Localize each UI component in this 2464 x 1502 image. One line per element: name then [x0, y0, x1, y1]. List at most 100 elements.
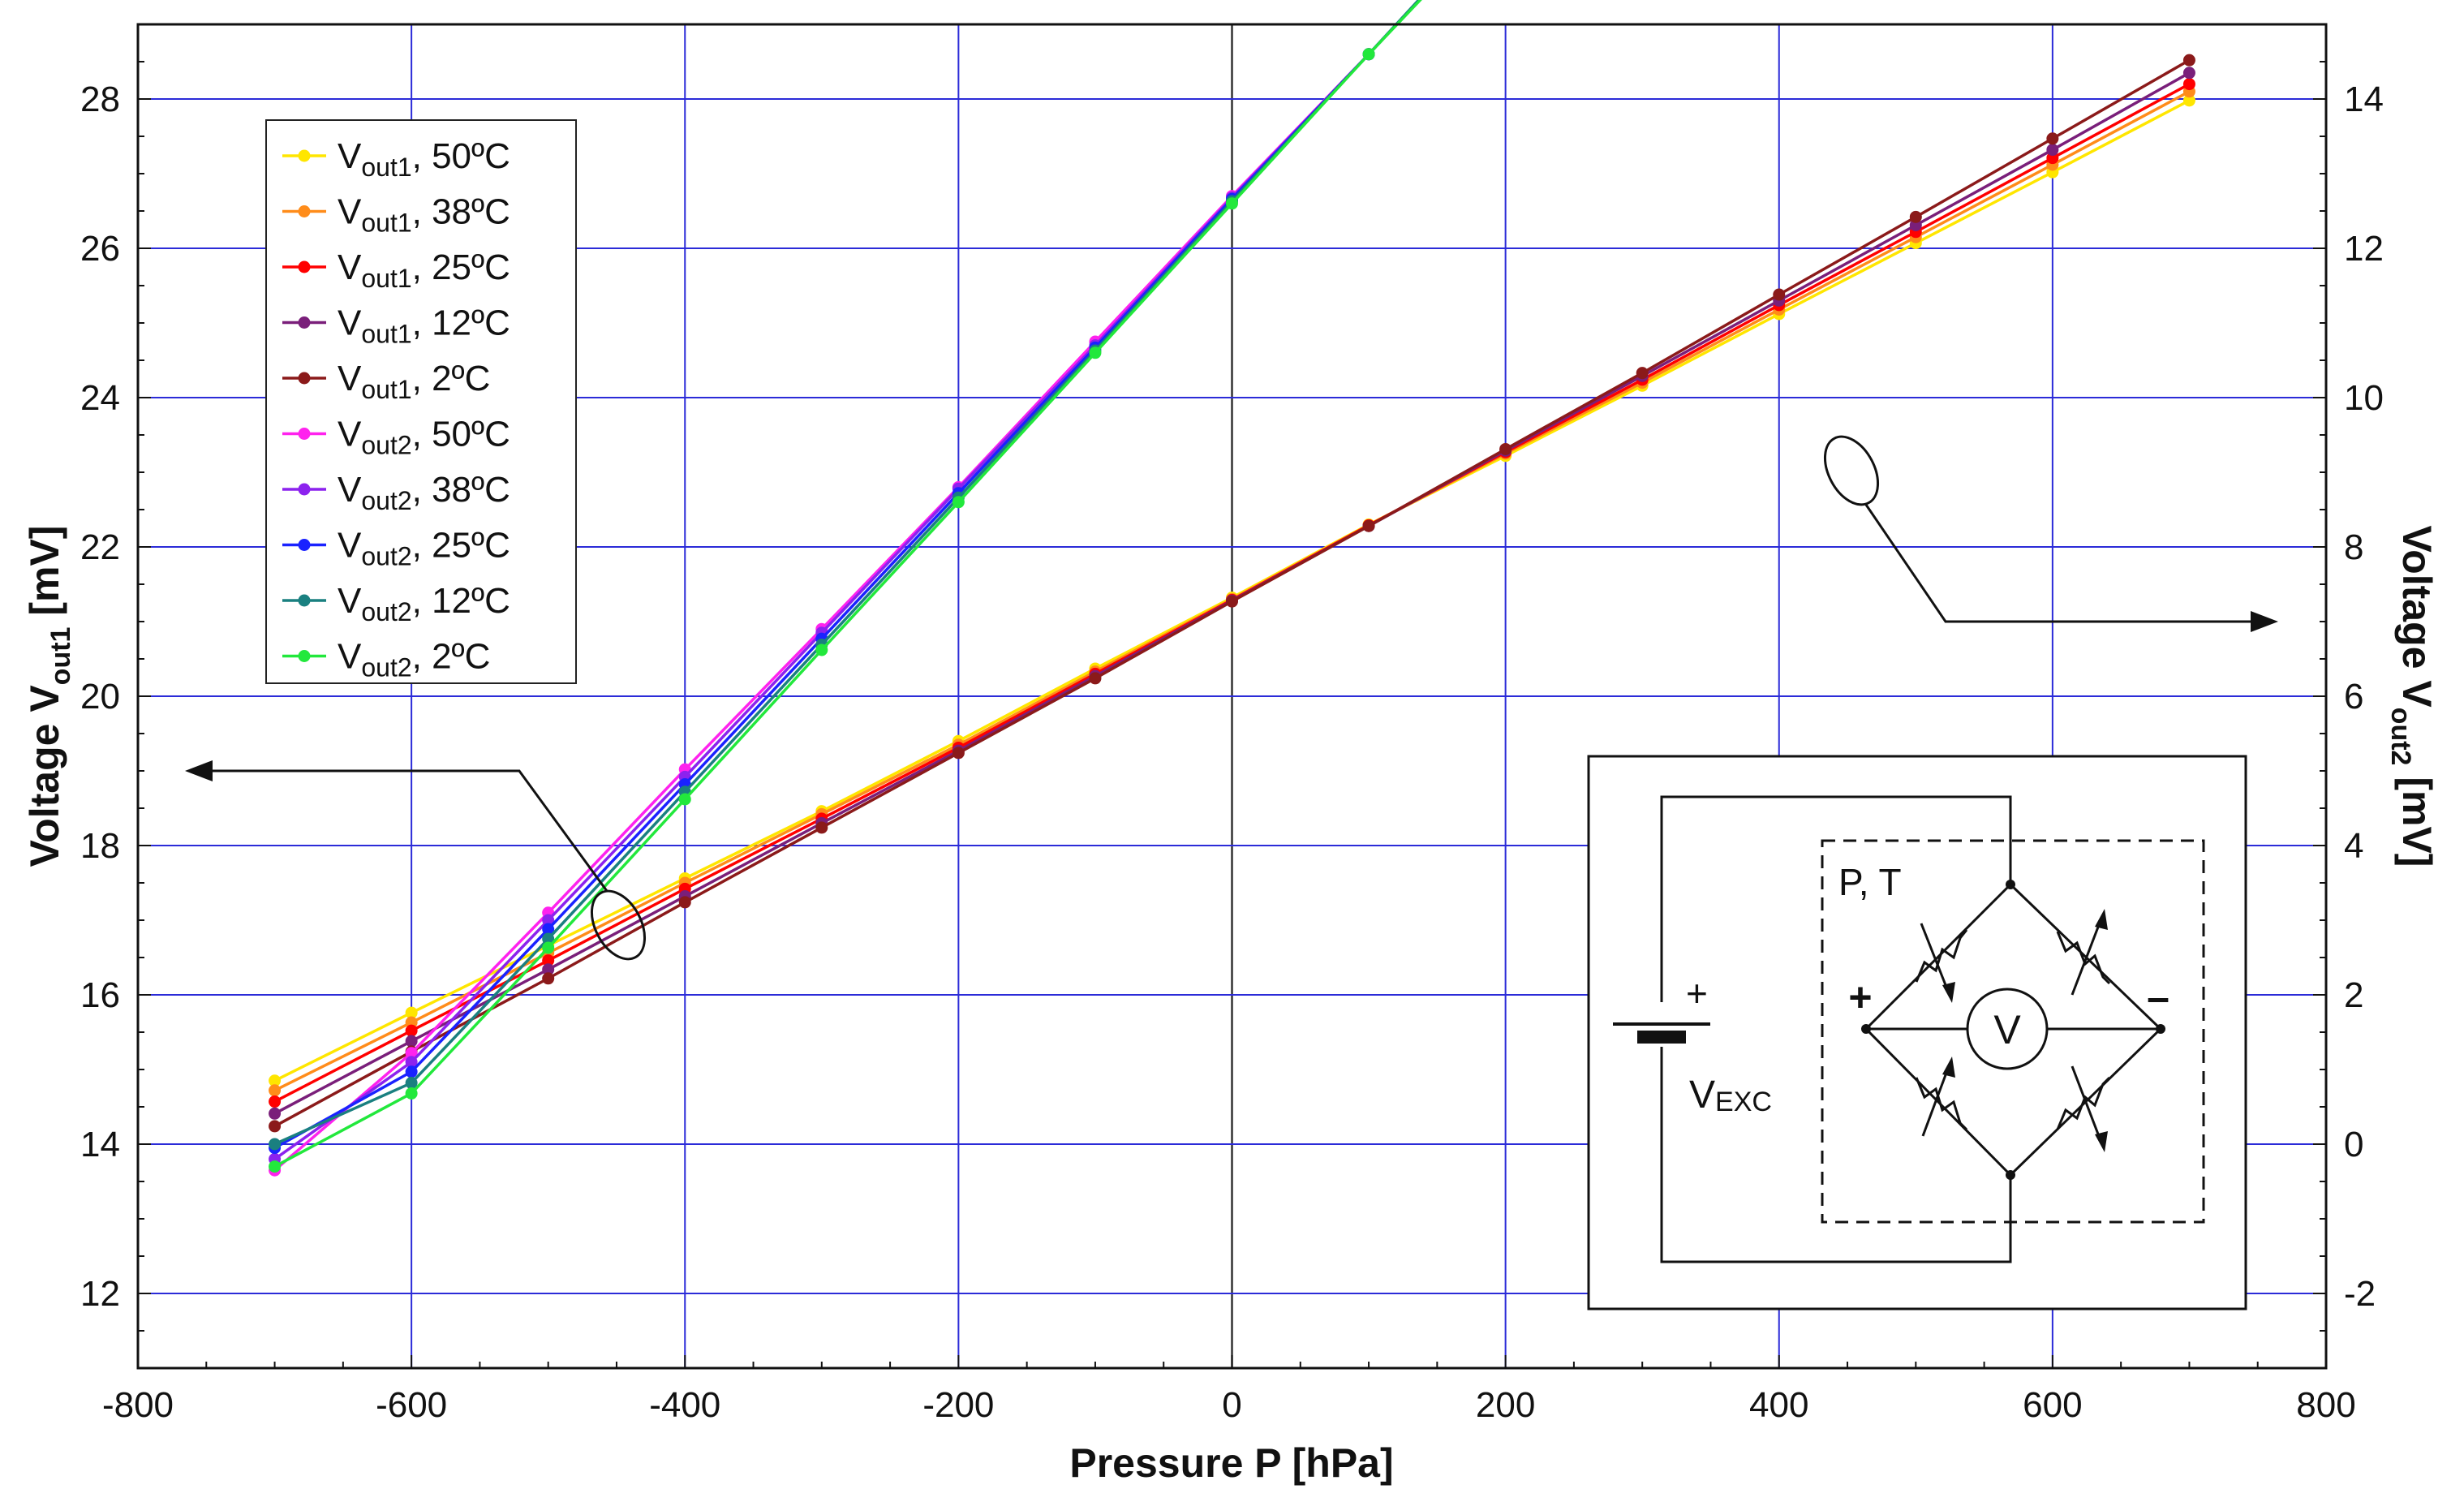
data-point	[1089, 672, 1102, 685]
legend-entry: Vout2, 25ºC	[282, 526, 510, 571]
legend-entry: Vout1, 2ºC	[282, 359, 490, 404]
inset-frame	[1587, 755, 2247, 1310]
data-point	[542, 941, 555, 954]
data-point	[269, 1107, 282, 1120]
annotation-right-leader	[1864, 504, 2260, 623]
x-tick-label: -600	[376, 1385, 447, 1425]
x-tick-label: -200	[922, 1385, 994, 1425]
x-tick-label: 400	[1749, 1385, 1808, 1425]
data-point	[2182, 94, 2195, 107]
y-right-tick-label: 14	[2344, 80, 2384, 119]
y-right-tick-label: 2	[2344, 975, 2363, 1015]
legend-box	[265, 119, 577, 684]
legend-label: Vout1, 12ºC	[338, 303, 510, 349]
legend-swatch-marker	[298, 594, 311, 607]
data-point	[269, 1074, 282, 1087]
wire-bottom	[1660, 1047, 2012, 1263]
y-axis-title-right: Voltage Vout2 [mV]	[2385, 526, 2440, 867]
sensor-label: P, T	[1838, 861, 1902, 903]
legend-entry: Vout2, 38ºC	[282, 470, 510, 515]
data-point	[678, 896, 691, 909]
bridge-plus: +	[1848, 975, 1872, 1020]
legend-label: Vout2, 50ºC	[338, 415, 510, 460]
resistor-bottom-right	[2056, 1065, 2111, 1152]
legend-label: Vout2, 12ºC	[338, 581, 510, 626]
x-tick-label: 200	[1476, 1385, 1535, 1425]
legend-label: Vout2, 25ºC	[338, 526, 510, 571]
data-point	[542, 914, 555, 927]
y-right-title-main: Voltage V	[2394, 526, 2440, 708]
data-point	[269, 1160, 282, 1173]
data-point	[405, 1056, 418, 1069]
series-layer	[269, 0, 2195, 1177]
battery-plus: +	[1686, 972, 1708, 1014]
series-5	[269, 54, 2195, 1133]
legend-swatch-marker	[298, 650, 311, 662]
legend-entry: Vout1, 38ºC	[282, 192, 510, 238]
y-right-title-unit: [mV]	[2394, 765, 2440, 867]
y-left-tick-label: 28	[80, 80, 120, 119]
legend-label: Vout2, 38ºC	[338, 470, 510, 515]
circuit-inset: P, T + VEXC V + –	[1587, 755, 2247, 1310]
y-left-tick-label: 14	[80, 1125, 120, 1164]
y-left-tick-label: 26	[80, 229, 120, 269]
data-point	[1636, 367, 1649, 380]
data-point	[952, 747, 965, 760]
y-right-tick-label: 6	[2344, 677, 2363, 717]
data-point	[678, 793, 691, 806]
legend-swatch-marker	[298, 316, 311, 329]
data-point	[405, 1047, 418, 1060]
annotation-left-arrowhead	[185, 760, 213, 781]
y-right-tick-label: 12	[2344, 229, 2384, 269]
data-point	[1226, 197, 1238, 210]
series-10	[269, 0, 1422, 1173]
y-right-tick-label: 8	[2344, 527, 2363, 567]
legend-entry: Vout2, 2ºC	[282, 637, 490, 682]
excitation-main: V	[1689, 1074, 1715, 1117]
data-point	[1362, 519, 1375, 532]
legend-swatch-marker	[298, 205, 311, 217]
legend-entry: Vout1, 12ºC	[282, 303, 510, 349]
annotation-right	[1823, 435, 2278, 632]
legend: Vout1, 50ºC Vout1, 38ºC Vout1, 25ºC Vout1, …	[265, 119, 577, 684]
x-tick-label: 0	[1222, 1385, 1241, 1425]
data-point	[542, 972, 555, 985]
legend-entry: Vout2, 12ºC	[282, 581, 510, 626]
legend-swatch-marker	[298, 483, 311, 496]
resistor-bottom-left	[1915, 1057, 1968, 1137]
legend-label: Vout1, 50ºC	[338, 136, 510, 182]
y-right-tick-label: 0	[2344, 1125, 2363, 1164]
annotation-left	[185, 760, 647, 961]
data-point	[952, 496, 965, 509]
data-point	[1362, 48, 1375, 61]
legend-swatch-marker	[298, 372, 311, 385]
y-right-tick-label: -2	[2344, 1274, 2376, 1314]
x-tick-label: -400	[649, 1385, 720, 1425]
legend-label: Vout1, 38ºC	[338, 192, 510, 238]
y-right-tick-label: 4	[2344, 826, 2363, 866]
resistor-top-right	[2056, 909, 2111, 996]
x-tick-label: 800	[2296, 1385, 2355, 1425]
data-point	[542, 923, 555, 936]
node-top	[2006, 880, 2015, 889]
data-point	[2182, 67, 2195, 80]
annotation-right-arrowhead	[2251, 611, 2278, 632]
data-point	[2046, 144, 2059, 157]
data-point	[2046, 132, 2059, 145]
legend-swatch-marker	[298, 149, 311, 162]
data-point	[269, 1138, 282, 1151]
node-left	[1861, 1024, 1871, 1034]
sensor-dashed-box	[1821, 839, 2205, 1224]
voltmeter	[1966, 988, 2049, 1070]
legend-swatch-marker	[298, 539, 311, 551]
annotation-left-leader	[203, 769, 608, 892]
data-point	[542, 954, 555, 967]
legend-entry: Vout1, 25ºC	[282, 247, 510, 293]
data-point	[405, 1077, 418, 1090]
data-point	[2182, 54, 2195, 67]
y-axis-title-left: Voltage Vout1 [mV]	[22, 526, 76, 867]
legend-label: Vout2, 2ºC	[338, 637, 490, 682]
data-point	[542, 963, 555, 976]
data-point	[1499, 442, 1512, 455]
